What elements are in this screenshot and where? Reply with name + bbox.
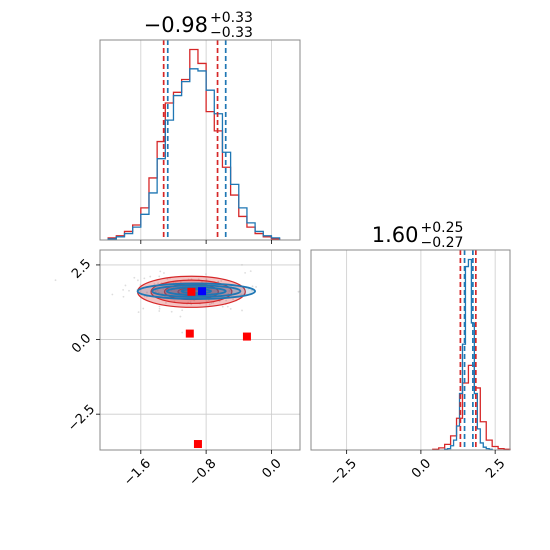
panel-bottom-right-histogram: −2.5 0.0 2.5 1.60 +0.25−0.27 <box>310 220 511 489</box>
contour-level-series-1-3 <box>180 288 212 295</box>
y-tick-label-2: 2.5 <box>69 257 94 282</box>
sample-point <box>111 293 114 296</box>
sample-point <box>124 284 127 287</box>
sample-point <box>201 280 203 283</box>
sample-point <box>225 299 228 302</box>
histogram-step-series-0 <box>432 364 511 450</box>
sample-point <box>189 301 192 304</box>
sample-point <box>157 291 160 294</box>
sample-point <box>205 278 208 281</box>
sample-point <box>157 282 159 285</box>
sample-point <box>137 311 140 313</box>
sample-point <box>172 281 175 284</box>
truth-marker-2 <box>185 329 194 338</box>
sample-point <box>249 270 252 273</box>
truth-marker-3 <box>242 332 251 341</box>
x-tick-label-2: 0.0 <box>259 456 284 481</box>
sample-point <box>158 307 161 310</box>
contour-level-series-1-2 <box>166 286 227 296</box>
x-tick-label-0: −1.6 <box>121 456 154 489</box>
panel-title: 1.60 +0.25−0.27 <box>372 220 464 251</box>
sample-point <box>232 298 234 301</box>
sample-point <box>133 276 136 279</box>
sample-point <box>163 272 165 274</box>
sample-point <box>146 291 148 294</box>
panel-frame <box>99 39 301 241</box>
title-value: −0.98 <box>144 13 208 37</box>
sample-point <box>143 277 146 280</box>
sample-point <box>217 280 220 283</box>
sample-point <box>149 275 152 278</box>
sample-point <box>139 284 142 286</box>
title-lower-error: −0.33 <box>210 25 253 41</box>
panel-top-left-histogram: −0.98 +0.33−0.33 <box>99 10 301 244</box>
sample-point <box>241 309 243 312</box>
title-upper-error: +0.33 <box>210 10 253 26</box>
sample-point <box>122 288 125 291</box>
sample-point <box>158 275 161 278</box>
sample-point <box>210 302 213 305</box>
sample-point <box>220 280 223 282</box>
panel-frame <box>99 249 301 451</box>
y-tick-label-0: −2.5 <box>65 402 98 435</box>
truth-marker-0 <box>187 287 196 296</box>
sample-point <box>142 307 145 310</box>
sample-point <box>244 271 247 274</box>
y-tick-label-1: 0.0 <box>69 331 94 356</box>
sample-point <box>128 289 130 292</box>
sample-point <box>297 290 300 293</box>
sample-point <box>170 310 173 313</box>
x-tick-label-1: 0.0 <box>409 456 434 481</box>
title-lower-error: −0.27 <box>421 235 464 251</box>
sample-point <box>158 305 161 308</box>
sample-point <box>153 283 156 285</box>
title-upper-error: +0.25 <box>421 220 464 236</box>
sample-point <box>154 290 157 292</box>
sample-point <box>251 289 253 292</box>
truth-marker-4 <box>193 440 202 449</box>
panel-frame <box>310 249 511 451</box>
sample-point <box>208 303 211 306</box>
sample-point <box>122 295 125 298</box>
sample-point <box>181 309 184 312</box>
histogram-step-series-0 <box>107 48 281 240</box>
title-value: 1.60 <box>372 223 419 247</box>
sample-point <box>137 279 139 282</box>
truth-marker-1 <box>198 287 207 296</box>
sample-point <box>240 293 243 296</box>
x-tick-label-2: 2.5 <box>483 456 508 481</box>
sample-point <box>179 315 182 318</box>
x-tick-label-1: −0.8 <box>186 456 219 489</box>
sample-point <box>162 288 165 290</box>
sample-point <box>181 331 184 334</box>
sample-point <box>159 270 162 273</box>
sample-point <box>255 286 257 288</box>
sample-point <box>221 305 224 308</box>
histogram-step-series-1 <box>107 68 281 240</box>
sample-point <box>54 279 57 282</box>
sample-point <box>165 301 167 304</box>
histogram-step-series-1 <box>444 258 493 450</box>
sample-point <box>228 290 231 292</box>
sample-point <box>241 264 243 266</box>
sample-point <box>251 285 254 288</box>
panel-bottom-left-contour: −1.6 −0.8 0.0 −2.5 0.0 2.5 <box>54 249 301 489</box>
panel-title: −0.98 +0.33−0.33 <box>144 10 253 41</box>
sample-point <box>226 305 229 308</box>
x-tick-label-0: −2.5 <box>327 456 360 489</box>
sample-point <box>205 273 207 275</box>
sample-point <box>229 307 232 310</box>
sample-point <box>156 289 159 292</box>
sample-point <box>158 310 161 312</box>
